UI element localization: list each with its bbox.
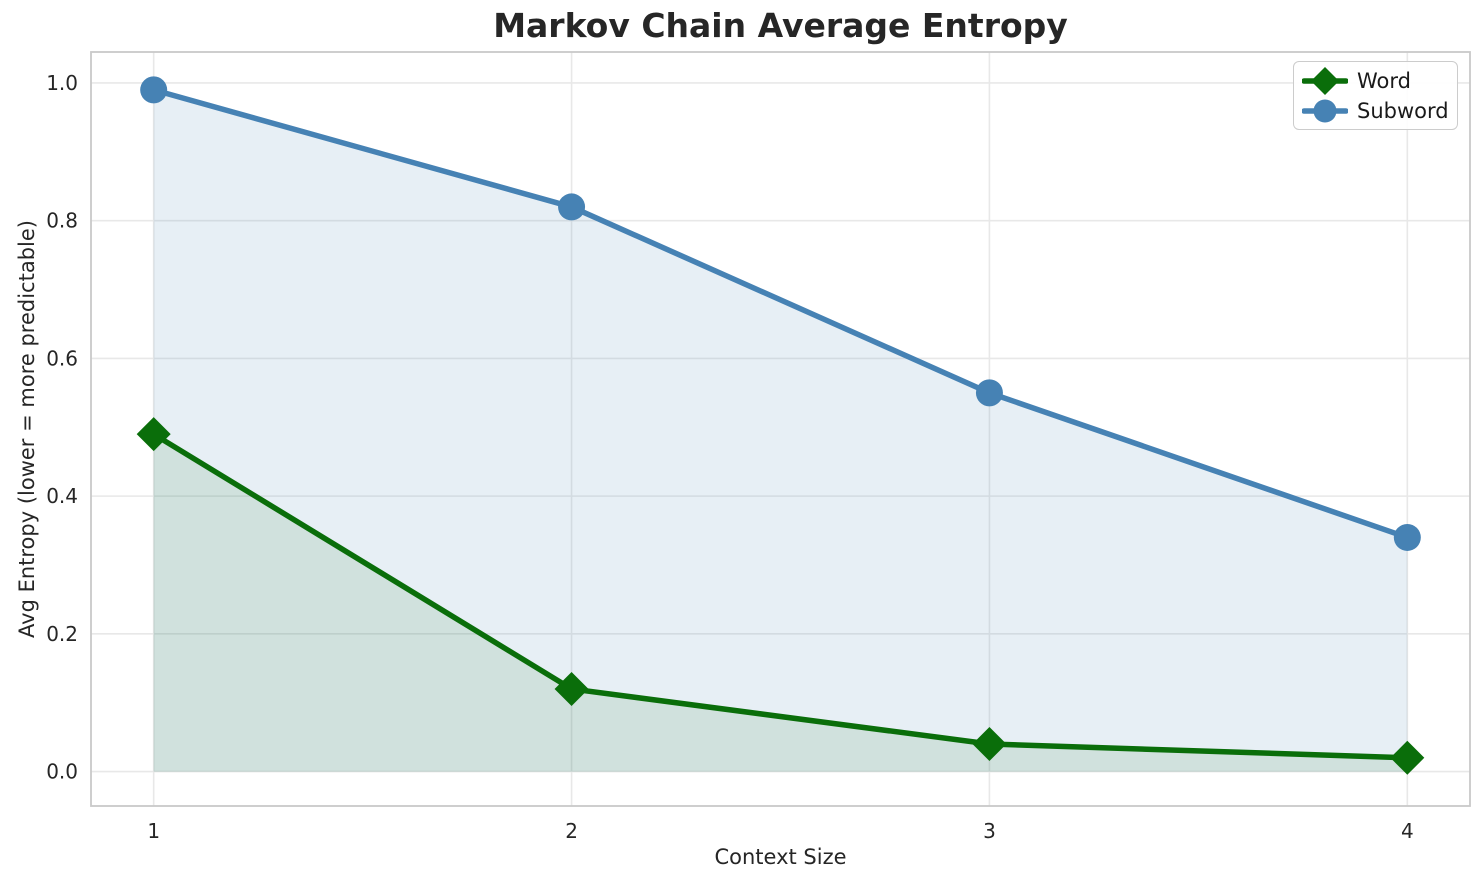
subword-series-line	[150, 87, 1411, 541]
subword-data-point-marker	[975, 379, 1003, 407]
word-data-point-marker	[972, 727, 1007, 762]
word-area-fill	[153, 434, 1408, 772]
legend-label: Subword	[1357, 99, 1449, 123]
y-axis-label: Avg Entropy (lower = more predictable)	[15, 220, 39, 638]
subword-legend-marker-icon	[1302, 99, 1348, 123]
legend-item-word: Word	[1302, 66, 1449, 96]
y-tick-label: 1.0	[46, 71, 78, 95]
word-data-point-marker	[554, 671, 589, 706]
y-tick-label: 0.6	[46, 346, 78, 370]
legend-item-subword: Subword	[1302, 96, 1449, 126]
x-tick-label: 1	[147, 819, 160, 843]
x-tick-label: 2	[565, 819, 578, 843]
word-legend-marker-icon	[1302, 67, 1348, 95]
legend-label: Word	[1357, 69, 1411, 93]
gridlines	[91, 52, 1470, 806]
tick-labels: 0.0 0.2 0.4 0.6 0.8 1.0 1 2 3 4	[46, 71, 1413, 843]
subword-data-point-marker	[558, 193, 586, 221]
y-tick-label: 0.8	[46, 209, 78, 233]
word-data-point-marker	[136, 417, 171, 452]
subword-data-point-marker	[140, 76, 168, 104]
axes-spines	[90, 51, 1471, 807]
x-tick-label: 4	[1401, 819, 1414, 843]
word-markers	[136, 417, 1425, 775]
legend: Word Subword	[1293, 61, 1458, 130]
subword-data-point-marker	[1393, 523, 1421, 551]
x-tick-label: 3	[983, 819, 996, 843]
word-data-point-marker	[1390, 740, 1425, 775]
chart-title: Markov Chain Average Entropy	[493, 6, 1068, 45]
subword-area-fill	[153, 89, 1408, 772]
y-tick-label: 0.4	[46, 484, 78, 508]
subword-markers	[140, 76, 1421, 551]
y-tick-label: 0.0	[46, 760, 78, 784]
word-series-line	[150, 431, 1411, 761]
y-tick-label: 0.2	[46, 622, 78, 646]
x-axis-label: Context Size	[714, 845, 847, 869]
